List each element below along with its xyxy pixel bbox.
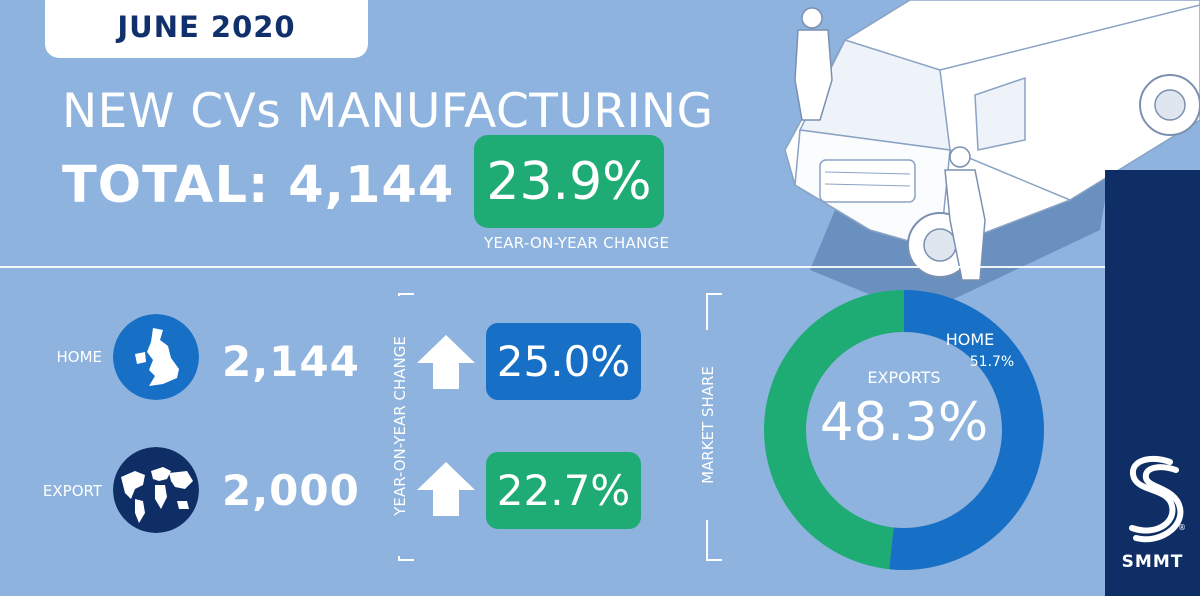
page-title: NEW CVs MANUFACTURING xyxy=(62,84,714,139)
donut-exports-label: EXPORTS xyxy=(867,368,941,387)
yoy-axis-label: YEAR-ON-YEAR CHANGE xyxy=(391,336,410,516)
total-value: TOTAL: 4,144 xyxy=(62,156,455,215)
donut-segment-exports xyxy=(763,290,904,570)
donut-exports-value: 48.3% xyxy=(819,392,989,453)
export-change-value: 22.7% xyxy=(496,466,631,515)
smmt-logo-icon: ® xyxy=(1129,455,1186,543)
total-change-caption: YEAR-ON-YEAR CHANGE xyxy=(484,234,670,252)
donut-home-label: HOME xyxy=(945,330,995,349)
arrow-up-icon xyxy=(417,335,475,389)
section-divider xyxy=(0,266,1105,268)
world-map-icon xyxy=(113,447,199,533)
market-share-label-box: MARKET SHARE xyxy=(678,330,738,520)
van-illustration xyxy=(784,0,1200,315)
home-change-badge: 25.0% xyxy=(486,323,641,400)
market-share-axis-label: MARKET SHARE xyxy=(699,366,717,484)
total-change-badge: 23.9% xyxy=(474,135,664,228)
export-label: EXPORT xyxy=(42,482,102,500)
home-change-value: 25.0% xyxy=(496,337,631,386)
home-value: 2,144 xyxy=(222,337,360,386)
home-label: HOME xyxy=(56,348,102,366)
donut-home-value: 51.7% xyxy=(969,354,1015,370)
export-value: 2,000 xyxy=(222,466,360,515)
svg-text:®: ® xyxy=(1178,523,1186,532)
market-share-donut xyxy=(763,290,1044,570)
date-tab xyxy=(45,0,368,58)
report-date: JUNE 2020 xyxy=(117,10,296,44)
uk-map-icon xyxy=(113,314,199,400)
arrow-up-icon xyxy=(417,462,475,516)
donut-segment-home xyxy=(889,290,1044,570)
brand-band xyxy=(1105,170,1200,596)
yoy-axis-label-box: YEAR-ON-YEAR CHANGE xyxy=(370,296,430,556)
brand-name: SMMT xyxy=(1121,552,1184,572)
export-change-badge: 22.7% xyxy=(486,452,641,529)
total-change-value: 23.9% xyxy=(486,151,652,212)
